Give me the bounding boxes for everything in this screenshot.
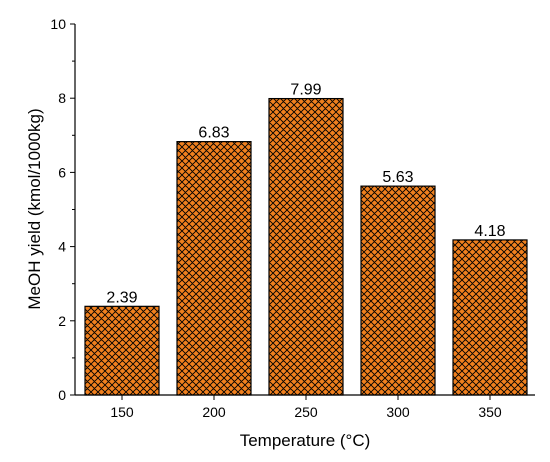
x-tick-label-250: 250	[294, 404, 318, 420]
data-label-200: 6.83	[198, 125, 229, 142]
bars-group	[84, 97, 528, 396]
bar-200	[176, 141, 252, 396]
data-label-300: 5.63	[382, 169, 413, 186]
y-tick-label-4: 4	[58, 239, 66, 255]
x-axis-title: Temperature (°C)	[240, 431, 371, 450]
data-label-250: 7.99	[290, 82, 321, 99]
y-axis-title: MeOH yield (kmol/1000kg)	[25, 108, 44, 309]
y-tick-label-0: 0	[58, 387, 66, 403]
x-ticks-group: 150 200 250 300 350	[110, 395, 502, 420]
y-tick-label-10: 10	[50, 16, 66, 32]
x-tick-label-350: 350	[478, 404, 502, 420]
data-label-150: 2.39	[106, 289, 137, 306]
bar-250	[268, 97, 344, 396]
data-label-350: 4.18	[474, 223, 505, 240]
x-tick-label-150: 150	[110, 404, 134, 420]
bar-150	[84, 305, 160, 396]
y-tick-label-2: 2	[58, 313, 66, 329]
x-tick-label-200: 200	[202, 404, 226, 420]
bar-300	[360, 185, 436, 396]
bar-350	[452, 239, 528, 396]
data-labels-group: 2.39 6.83 7.99 5.63 4.18	[106, 82, 505, 307]
x-tick-label-300: 300	[386, 404, 410, 420]
y-tick-label-6: 6	[58, 164, 66, 180]
y-tick-label-8: 8	[58, 90, 66, 106]
y-ticks-group: 0 2 4 6 8 10	[50, 16, 75, 403]
